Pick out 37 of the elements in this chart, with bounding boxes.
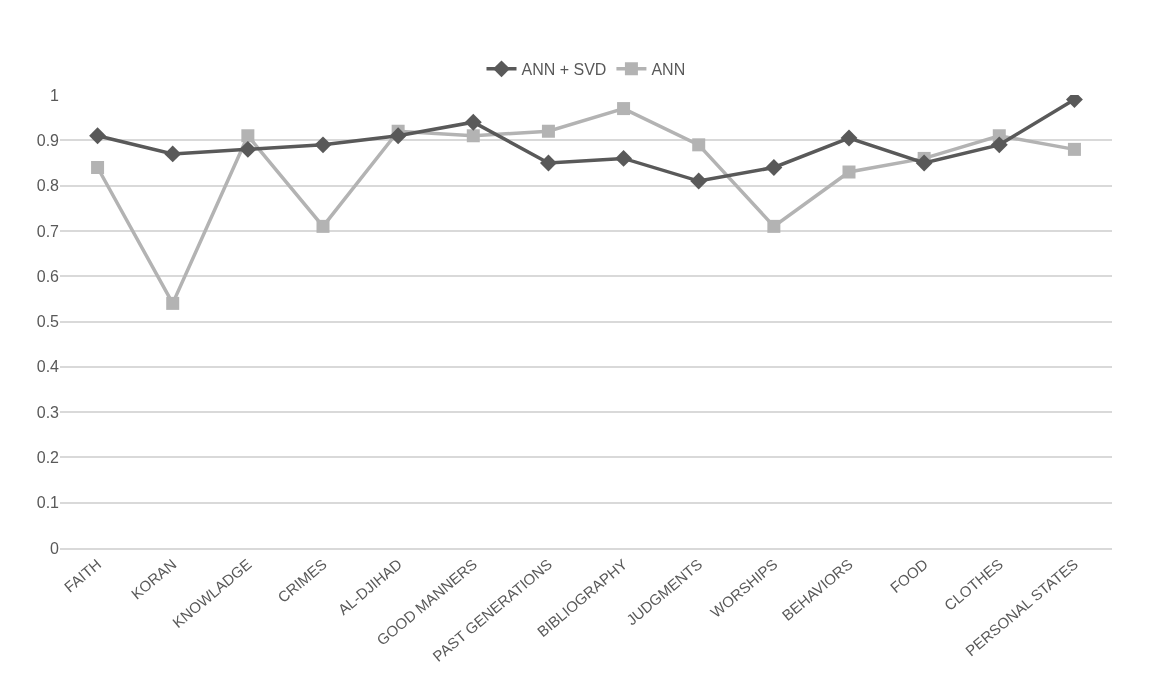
point bbox=[765, 159, 783, 176]
point bbox=[617, 102, 631, 116]
point bbox=[166, 296, 180, 310]
point bbox=[767, 219, 781, 233]
y-tick-label: 0.7 bbox=[36, 222, 60, 240]
point bbox=[164, 145, 182, 163]
point bbox=[692, 138, 706, 152]
y-tick-label: 0.6 bbox=[36, 267, 60, 285]
point bbox=[615, 149, 633, 167]
point bbox=[915, 154, 933, 172]
y-tick-label: 0.1 bbox=[36, 494, 60, 512]
y-tick-label: 1 bbox=[50, 86, 60, 104]
point bbox=[89, 127, 107, 145]
y-tick-label: 0 bbox=[50, 539, 60, 557]
point bbox=[241, 129, 255, 143]
y-tick-label: 0.2 bbox=[36, 449, 60, 466]
point bbox=[1067, 142, 1081, 156]
y-tick-label: 0.4 bbox=[36, 358, 60, 376]
legend-label: ANN bbox=[651, 61, 686, 79]
legend-label: ANN + SVD bbox=[521, 61, 607, 79]
point bbox=[990, 136, 1008, 154]
y-tick-label: 0.8 bbox=[36, 177, 60, 195]
point bbox=[464, 113, 482, 131]
y-tick-label: 0.5 bbox=[36, 313, 60, 331]
point bbox=[539, 154, 557, 172]
point bbox=[842, 165, 856, 179]
point bbox=[389, 127, 407, 145]
point bbox=[690, 172, 708, 190]
y-tick-label: 0.3 bbox=[36, 403, 60, 421]
point bbox=[91, 160, 105, 174]
point bbox=[840, 129, 858, 147]
point bbox=[316, 219, 330, 233]
point bbox=[314, 136, 332, 154]
point bbox=[239, 140, 257, 158]
point bbox=[466, 129, 480, 143]
y-tick-label: 0.9 bbox=[36, 131, 60, 149]
point bbox=[541, 124, 555, 138]
